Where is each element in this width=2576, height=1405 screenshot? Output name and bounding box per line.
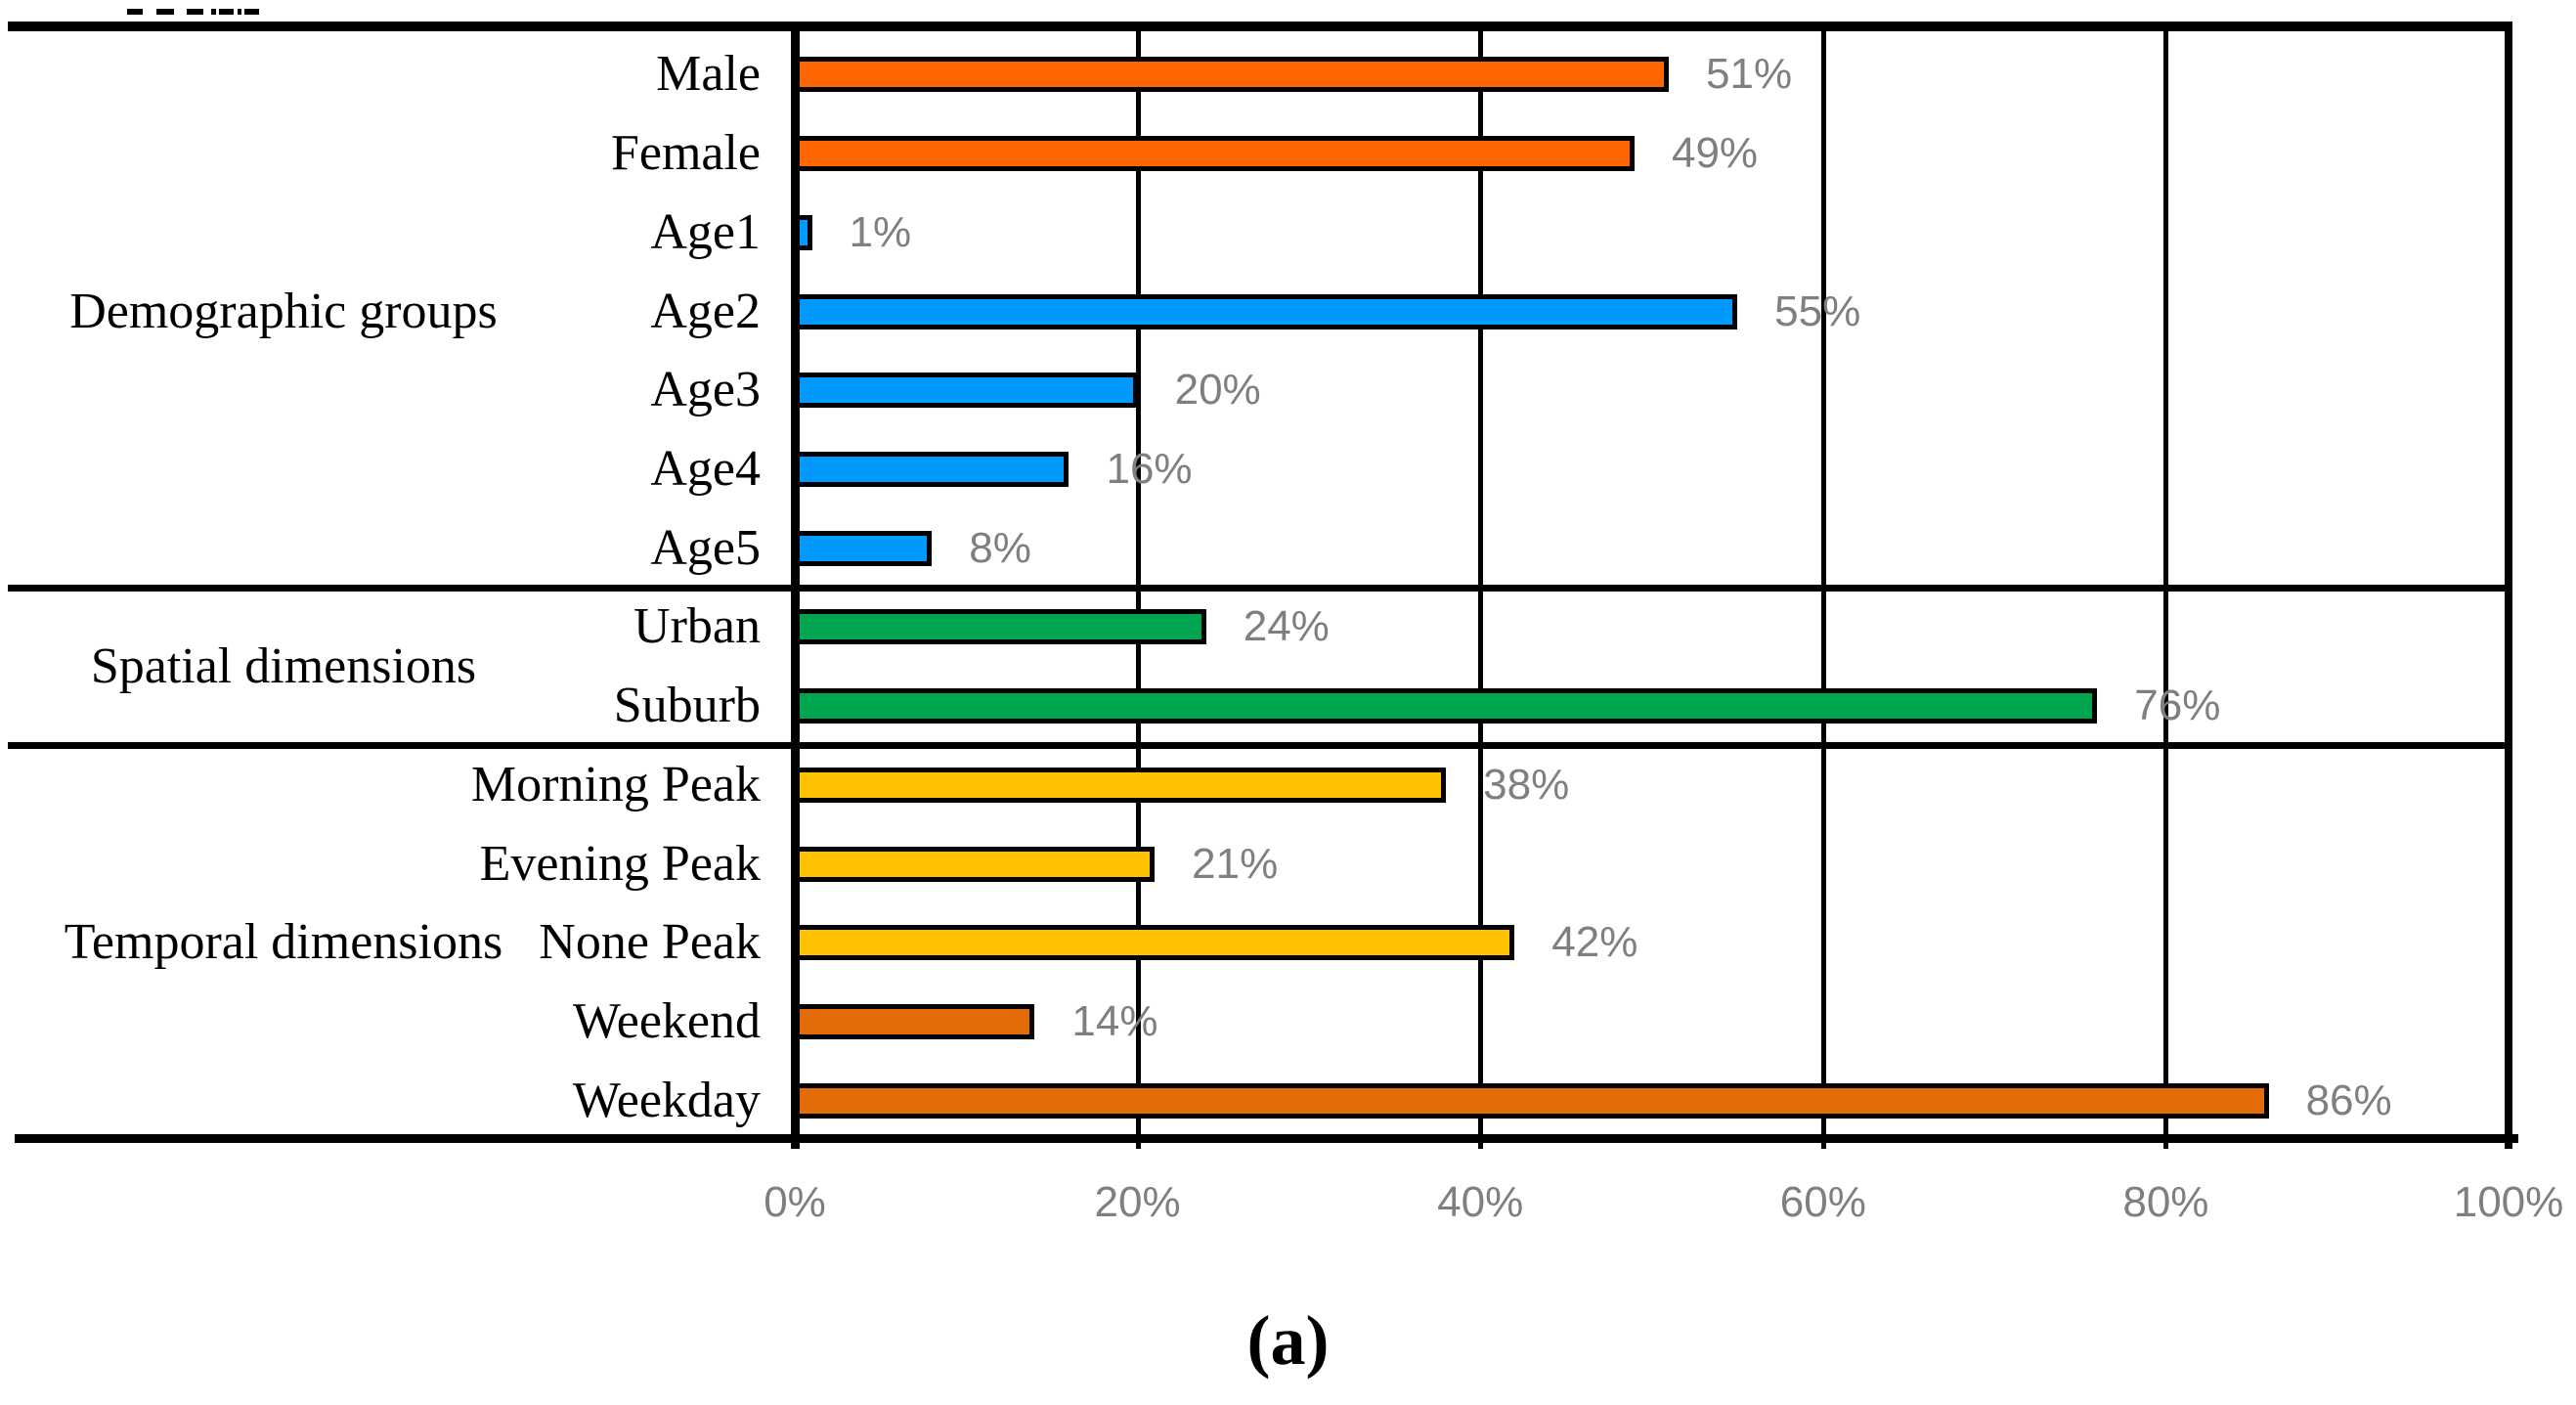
data-label-evening-peak: 21%: [1192, 839, 1279, 888]
bar-weekday: [795, 1082, 2269, 1119]
category-label-weekday: Weekday: [572, 1072, 761, 1128]
bar-weekend: [795, 1003, 1035, 1039]
bar-age3: [795, 373, 1138, 409]
bar-age2: [795, 293, 1738, 329]
bar-evening-peak: [795, 846, 1156, 882]
data-label-age5: 8%: [969, 523, 1031, 572]
cropped-glyph-mark: [187, 9, 203, 15]
bar-age4: [795, 451, 1070, 487]
x-tick-80pct: 80%: [2122, 1178, 2209, 1226]
data-label-suburb: 76%: [2134, 681, 2221, 730]
data-label-age1: 1%: [849, 207, 912, 256]
category-label-urban: Urban: [633, 598, 761, 655]
category-label-age4: Age4: [650, 440, 761, 497]
bar-urban: [795, 609, 1206, 645]
plot-top-border: [8, 22, 2512, 31]
data-label-age4: 16%: [1106, 444, 1193, 493]
figure-caption: (a): [1246, 1301, 1330, 1380]
cropped-glyph-mark: [156, 9, 174, 15]
x-tick-20pct: 20%: [1094, 1178, 1181, 1226]
category-label-suburb: Suburb: [613, 678, 761, 734]
x-tick-100pct: 100%: [2453, 1178, 2564, 1226]
data-label-age3: 20%: [1174, 366, 1261, 415]
data-label-female: 49%: [1671, 129, 1759, 178]
bar-male: [795, 57, 1670, 93]
section-divider-1: [8, 741, 2512, 749]
x-axis-line: [15, 1134, 2518, 1143]
data-label-male: 51%: [1706, 50, 1793, 99]
section-divider-0: [8, 584, 2512, 592]
category-label-age1: Age1: [650, 203, 761, 260]
category-label-weekend: Weekend: [572, 992, 761, 1049]
category-label-age5: Age5: [650, 519, 761, 576]
category-label-morning-peak: Morning Peak: [470, 756, 761, 812]
bar-morning-peak: [795, 767, 1447, 803]
data-label-age2: 55%: [1774, 286, 1861, 335]
bar-female: [795, 136, 1635, 172]
data-label-morning-peak: 38%: [1483, 760, 1570, 809]
category-label-female: Female: [610, 125, 761, 182]
cropped-glyph-mark: [211, 9, 216, 15]
cropped-glyph-mark: [219, 9, 234, 15]
bar-age5: [795, 530, 933, 566]
data-label-urban: 24%: [1243, 602, 1330, 651]
cropped-glyph-mark: [244, 9, 259, 15]
group-label-0: Demographic groups: [69, 283, 498, 339]
bar-suburb: [795, 688, 2098, 724]
bar-age1: [795, 214, 812, 250]
cropped-glyph-mark: [238, 9, 241, 15]
category-label-evening-peak: Evening Peak: [479, 835, 761, 892]
category-label-age2: Age2: [650, 283, 761, 339]
category-label-none-peak: None Peak: [539, 914, 761, 971]
data-label-weekday: 86%: [2305, 1076, 2392, 1124]
group-label-1: Spatial dimensions: [90, 637, 477, 694]
bar-none-peak: [795, 925, 1515, 961]
cropped-glyph-mark: [127, 9, 143, 15]
data-label-weekend: 14%: [1071, 996, 1158, 1045]
category-label-male: Male: [656, 46, 761, 103]
data-label-none-peak: 42%: [1551, 918, 1638, 967]
group-label-2: Temporal dimensions: [64, 914, 503, 971]
category-label-age3: Age3: [650, 362, 761, 418]
x-tick-60pct: 60%: [1779, 1178, 1866, 1226]
x-tick-40pct: 40%: [1437, 1178, 1524, 1226]
x-tick-0pct: 0%: [764, 1178, 826, 1226]
